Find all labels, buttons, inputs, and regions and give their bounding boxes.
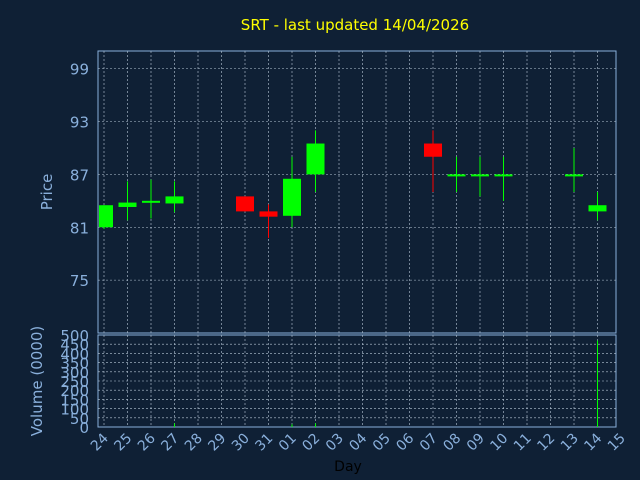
price-tick-label-87: 87: [70, 166, 89, 184]
candle-body-02: [306, 143, 325, 175]
candle-body-27: [165, 196, 184, 204]
volume-tick-label-50: 50: [70, 410, 89, 428]
candle-body-10: [494, 174, 513, 177]
volume-tick-label-200: 200: [60, 382, 89, 400]
x-tick-label-25: 25: [111, 431, 135, 455]
x-tick-label-06: 06: [393, 430, 417, 454]
x-tick-label-13: 13: [558, 431, 582, 455]
volume-tick-label-500: 500: [60, 327, 89, 345]
price-plot-frame: [97, 50, 617, 334]
volume-tick-label-100: 100: [60, 401, 89, 419]
x-axis-label: Day: [334, 459, 362, 475]
x-tick-label-30: 30: [229, 431, 253, 455]
x-tick-label-04: 04: [346, 430, 370, 454]
x-tick-label-11: 11: [511, 431, 535, 455]
candle-body-26: [142, 200, 160, 203]
candle-body-01: [283, 178, 301, 216]
volume-gridlines: [98, 335, 616, 427]
x-tick-label-26: 26: [135, 430, 159, 454]
x-tick-label-24: 24: [88, 430, 112, 454]
price-panel: 75 81 87 93 99 Price: [38, 50, 617, 334]
x-tick-label-01: 01: [276, 431, 300, 455]
price-tick-label-75: 75: [70, 272, 89, 290]
volume-tick-label-300: 300: [60, 364, 89, 382]
candlestick-series: [99, 130, 607, 238]
x-tick-label-03: 03: [323, 431, 347, 455]
x-tick-label-05: 05: [370, 431, 394, 455]
candle-body-13: [565, 174, 583, 177]
price-y-tick-labels: 75 81 87 93 99: [70, 61, 89, 291]
volume-tick-label-400: 400: [60, 345, 89, 363]
x-tick-label-14: 14: [581, 430, 605, 454]
price-tick-label-93: 93: [70, 114, 89, 132]
price-tick-label-81: 81: [70, 219, 89, 237]
candle-body-09: [471, 174, 489, 177]
candle-body-25: [118, 202, 137, 207]
volume-series: [174, 340, 598, 427]
price-axis-label: Price: [38, 174, 56, 211]
x-tick-label-12: 12: [534, 431, 558, 455]
x-tick-label-07: 07: [417, 431, 441, 455]
candle-body-14: [588, 205, 607, 212]
price-gridlines: [98, 51, 616, 333]
price-tick-label-99: 99: [70, 61, 89, 79]
volume-axis-label: Volume (0000): [28, 326, 46, 436]
volume-tick-label-450: 450: [60, 336, 89, 354]
candle-body-08: [447, 174, 466, 177]
x-tick-label-02: 02: [299, 431, 323, 455]
x-tick-label-27: 27: [158, 431, 182, 455]
volume-tick-label-150: 150: [60, 391, 89, 409]
x-tick-label-15: 15: [605, 431, 629, 455]
x-tick-label-31: 31: [252, 431, 276, 455]
candle-body-07: [424, 143, 442, 157]
x-tick-label-29: 29: [205, 431, 229, 455]
x-tick-label-10: 10: [487, 431, 511, 455]
volume-tick-label-250: 250: [60, 373, 89, 391]
x-tick-label-08: 08: [440, 431, 464, 455]
candle-body-31: [259, 211, 278, 217]
volume-tick-label-0: 0: [79, 419, 89, 437]
volume-tick-label-350: 350: [60, 355, 89, 373]
x-axis: 24 25 26 27 28 29 30 31 01 02 03 04 05 06 07 08 09 10 11 12…: [88, 430, 629, 454]
x-tick-label-28: 28: [182, 431, 206, 455]
candle-body-30: [236, 196, 254, 212]
x-tick-label-09: 09: [464, 431, 488, 455]
candle-body-24: [99, 205, 113, 228]
chart-title: SRT - last updated 14/04/2026: [241, 16, 469, 34]
